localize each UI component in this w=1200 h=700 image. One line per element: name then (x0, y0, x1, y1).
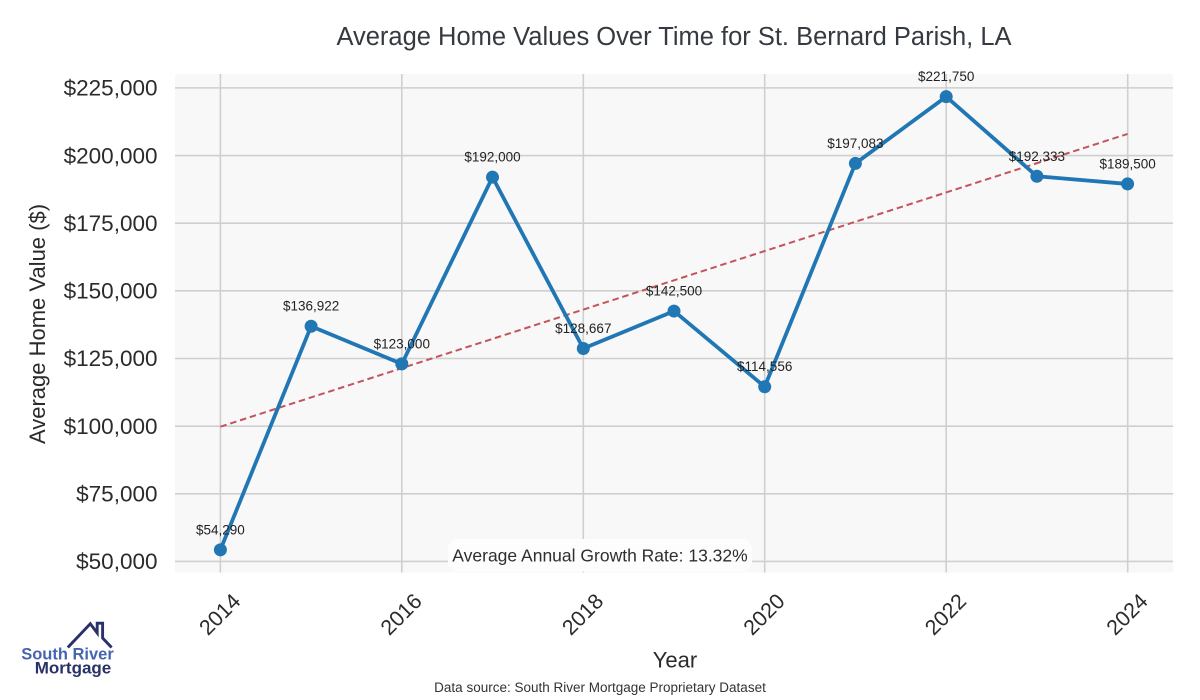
svg-text:$189,500: $189,500 (1099, 156, 1155, 171)
svg-text:$197,083: $197,083 (827, 136, 883, 151)
svg-text:$175,000: $175,000 (64, 211, 158, 236)
svg-text:Year: Year (653, 648, 697, 673)
svg-text:$200,000: $200,000 (64, 143, 158, 168)
svg-text:$50,000: $50,000 (76, 549, 157, 574)
svg-text:$100,000: $100,000 (64, 414, 158, 439)
svg-text:$150,000: $150,000 (64, 279, 158, 304)
svg-text:$136,922: $136,922 (283, 299, 339, 314)
svg-text:2020: 2020 (739, 589, 790, 640)
svg-text:2018: 2018 (557, 589, 608, 640)
svg-text:$54,290: $54,290 (196, 522, 245, 537)
svg-text:Mortgage: Mortgage (35, 659, 112, 678)
svg-text:$192,000: $192,000 (464, 150, 520, 165)
svg-text:2024: 2024 (1102, 589, 1153, 640)
svg-text:Data source: South River Mortg: Data source: South River Mortgage Propri… (434, 680, 766, 695)
svg-text:$221,750: $221,750 (918, 69, 974, 84)
svg-text:2016: 2016 (376, 589, 427, 640)
svg-text:$123,000: $123,000 (374, 336, 430, 351)
svg-text:2014: 2014 (195, 589, 246, 640)
svg-text:Average Annual Growth Rate: 13: Average Annual Growth Rate: 13.32% (452, 546, 747, 566)
svg-text:Average Home Value ($): Average Home Value ($) (25, 204, 50, 444)
svg-text:$225,000: $225,000 (64, 76, 158, 101)
svg-text:South River: South River (21, 646, 114, 664)
svg-text:$114,556: $114,556 (737, 359, 792, 374)
svg-text:$142,500: $142,500 (646, 284, 702, 299)
svg-text:$125,000: $125,000 (64, 346, 158, 371)
svg-text:Average Home Values Over Time: Average Home Values Over Time for St. Be… (336, 23, 1011, 51)
svg-text:$128,667: $128,667 (555, 321, 611, 336)
svg-text:$75,000: $75,000 (76, 482, 157, 507)
svg-text:2022: 2022 (920, 589, 971, 640)
svg-text:$192,333: $192,333 (1009, 149, 1065, 164)
